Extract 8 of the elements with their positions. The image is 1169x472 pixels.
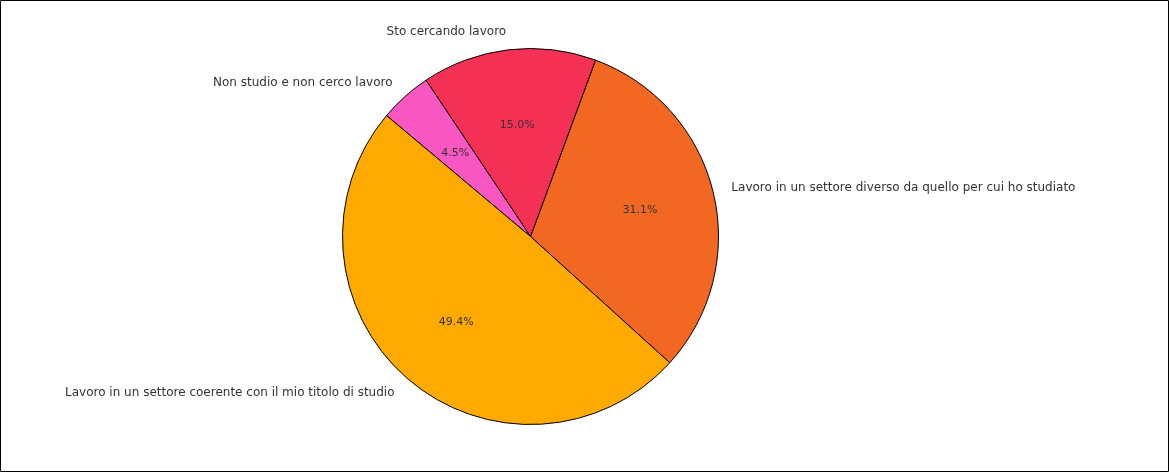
data-label: 4.5% — [441, 145, 470, 159]
slice-label: Non studio e non cerco lavoro — [212, 75, 393, 90]
data-label: 15.0% — [499, 117, 535, 131]
slice-label: Lavoro in un settore coerente con il mio titolo di studio — [65, 385, 395, 400]
data-label: 49.4% — [438, 314, 474, 328]
data-label: 31.1% — [622, 203, 658, 217]
slice-label: Sto cercando lavoro — [386, 24, 507, 39]
slice-label: Lavoro in un settore diverso da quello per cui ho studiato — [731, 180, 1076, 195]
